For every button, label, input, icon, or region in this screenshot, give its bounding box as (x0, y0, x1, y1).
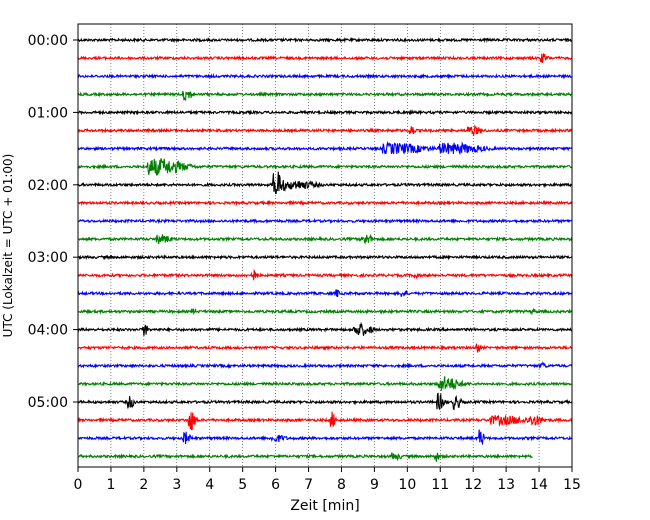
trace-row-0115 (78, 124, 573, 137)
x-tick-label-1: 1 (106, 477, 115, 493)
x-tick-label-2: 2 (139, 477, 148, 493)
x-tick-label-13: 13 (497, 477, 515, 493)
tick-layer: 0 1 2 3 4 5 6 7 8 9 10 11 12 13 14 1500:0001:0002:0003:… (28, 33, 581, 493)
y-tick-label-2: 02:00 (28, 178, 68, 194)
x-tick-label-3: 3 (172, 477, 181, 493)
trace-row-0400 (77, 321, 573, 336)
x-tick-label-6: 6 (271, 477, 280, 493)
y-tick-label-0: 00:00 (28, 33, 68, 49)
x-tick-label-10: 10 (398, 477, 416, 493)
grid-layer (110, 24, 540, 467)
trace-row-0415 (77, 343, 573, 353)
trace-row-0530 (77, 429, 573, 445)
x-tick-label-5: 5 (238, 477, 247, 493)
x-tick-label-9: 9 (370, 477, 379, 493)
trace-row-0100 (77, 109, 573, 116)
trace-row-0445 (77, 376, 573, 391)
plot-frame (77, 23, 573, 468)
trace-row-0230 (77, 217, 573, 225)
x-tick-label-15: 15 (563, 477, 581, 493)
x-tick-label-11: 11 (431, 477, 449, 493)
trace-row-0245 (77, 233, 573, 245)
x-tick-label-7: 7 (304, 477, 313, 493)
trace-row-0215 (77, 199, 573, 207)
y-tick-label-3: 03:00 (28, 250, 68, 266)
trace-row-0130 (77, 140, 573, 156)
trace-row-0545 (77, 452, 533, 462)
trace-row-0045 (77, 90, 573, 102)
y-axis-label: UTC (Lokalzeit = UTC + 01:00) (1, 154, 15, 338)
trace-row-0330 (77, 289, 573, 298)
x-tick-label-0: 0 (74, 477, 83, 493)
y-tick-label-1: 01:00 (28, 105, 68, 121)
x-tick-label-14: 14 (530, 477, 548, 493)
x-axis-label: Zeit [min] (290, 498, 359, 514)
trace-row-0515 (77, 411, 573, 431)
x-tick-label-4: 4 (205, 477, 214, 493)
x-tick-label-12: 12 (464, 477, 482, 493)
y-tick-label-5: 05:00 (28, 395, 68, 411)
trace-row-0345 (77, 307, 573, 316)
trace-row-0200 (77, 171, 573, 194)
trace-row-0000 (77, 36, 573, 44)
trace-row-0145 (77, 158, 573, 176)
trace-row-0300 (77, 253, 573, 261)
trace-layer (77, 36, 573, 462)
y-tick-label-4: 04:00 (28, 323, 68, 339)
x-tick-label-8: 8 (337, 477, 346, 493)
trace-row-0030 (77, 72, 573, 80)
trace-row-0315 (77, 268, 573, 281)
trace-row-0500 (77, 392, 573, 411)
trace-row-0015 (77, 53, 573, 64)
trace-row-0430 (77, 361, 573, 370)
